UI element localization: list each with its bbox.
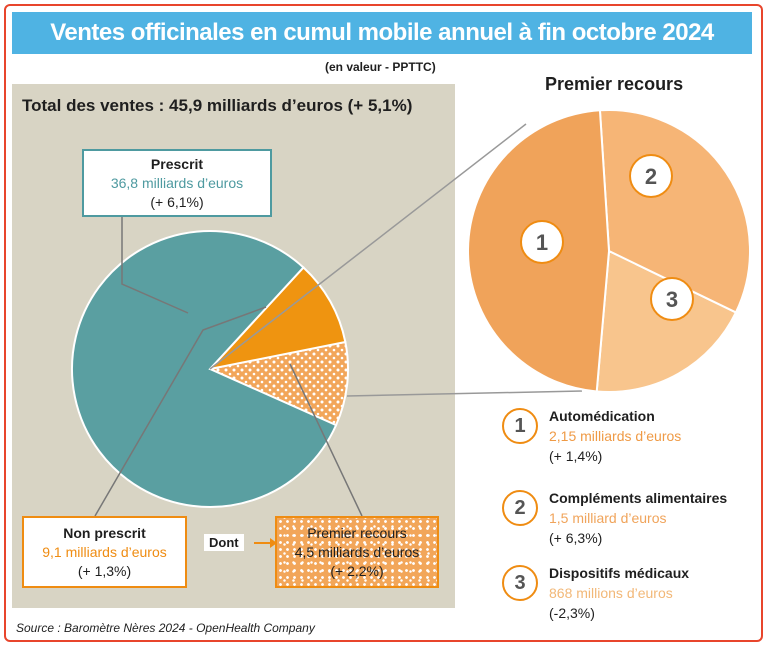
connector-lines bbox=[94, 123, 583, 548]
non-prescrit-value: 9,1 milliards d’euros bbox=[42, 544, 167, 560]
pie-label-3: 3 bbox=[666, 287, 678, 312]
non-prescrit-change: (+ 1,3%) bbox=[77, 563, 132, 579]
non-prescrit-box: Non prescrit 9,1 milliards d’euros (+ 1,… bbox=[22, 516, 187, 588]
legend-value-3: 868 millions d’euros bbox=[549, 585, 673, 601]
pie-label-circle-2 bbox=[629, 154, 673, 198]
chart-title: Ventes officinales en cumul mobile annue… bbox=[50, 19, 714, 46]
legend-number-2: 2 bbox=[502, 490, 538, 526]
premier-recours-box-value: 4,5 milliards d’euros bbox=[294, 544, 420, 560]
legend-label-1: Automédication bbox=[549, 408, 655, 424]
premier-recours-box: Premier recours 4,5 milliards d’euros (+… bbox=[275, 516, 439, 588]
legend-value-1: 2,15 milliards d’euros bbox=[549, 428, 682, 444]
source-note: Source : Baromètre Nères 2024 - OpenHeal… bbox=[16, 621, 315, 635]
premier-recours-title: Premier recours bbox=[545, 74, 684, 94]
legend-text-1: Automédication 2,15 milliards d’euros (+… bbox=[549, 406, 681, 466]
pie-label-circle-3 bbox=[650, 277, 694, 321]
prescrit-change: (+ 6,1%) bbox=[150, 194, 204, 210]
legend-text-2: Compléments alimentaires 1,5 milliard d’… bbox=[549, 488, 727, 548]
prescrit-box: Prescrit 36,8 milliards d’euros (+ 6,1%) bbox=[82, 149, 272, 217]
premier-recours-box-change: (+ 2,2%) bbox=[330, 563, 384, 579]
slice-prescrit bbox=[71, 230, 338, 508]
subtitle: (en valeur - PPTTC) bbox=[325, 60, 436, 74]
legend-number-3: 3 bbox=[502, 565, 538, 601]
legend-text-3: Dispositifs médicaux 868 millions d’euro… bbox=[549, 563, 689, 623]
legend-number-1: 1 bbox=[502, 408, 538, 444]
slice-dispositifs bbox=[595, 249, 738, 393]
pie-label-1: 1 bbox=[536, 230, 548, 255]
prescrit-label: Prescrit bbox=[150, 156, 204, 172]
premier-recours-pie-labels: 1 2 3 bbox=[520, 154, 694, 321]
pie-label-circle-1 bbox=[520, 220, 564, 264]
legend-change-2: (+ 6,3%) bbox=[549, 530, 603, 546]
dont-label: Dont bbox=[204, 534, 244, 551]
legend-label-3: Dispositifs médicaux bbox=[549, 565, 690, 581]
prescrit-value: 36,8 milliards d’euros bbox=[110, 175, 244, 191]
premier-recours-pie bbox=[467, 109, 751, 393]
pie-label-2: 2 bbox=[645, 164, 657, 189]
main-pie bbox=[71, 230, 349, 508]
premier-recours-box-label: Premier recours bbox=[307, 525, 407, 541]
legend-change-1: (+ 1,4%) bbox=[549, 448, 603, 464]
total-label: Total des ventes : 45,9 milliards d’euro… bbox=[22, 96, 413, 115]
legend-change-3: (-2,3%) bbox=[549, 605, 595, 621]
non-prescrit-label: Non prescrit bbox=[63, 525, 146, 541]
title-bar: Ventes officinales en cumul mobile annue… bbox=[12, 12, 752, 54]
legend-label-2: Compléments alimentaires bbox=[549, 490, 728, 506]
legend-value-2: 1,5 milliard d’euros bbox=[549, 510, 667, 526]
